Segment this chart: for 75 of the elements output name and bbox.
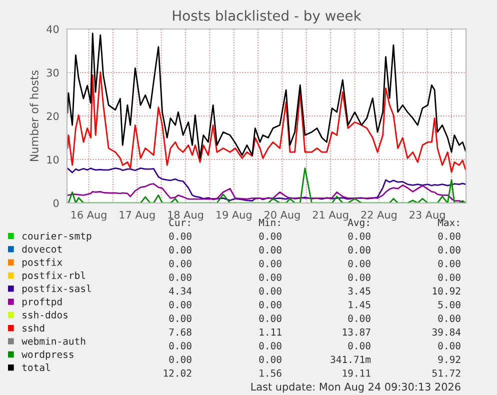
- x-tick-label: 21 Aug: [312, 210, 348, 221]
- y-tick-label: 30: [46, 68, 59, 77]
- legend-label: sshd: [22, 324, 44, 332]
- text: 1.45: [348, 301, 370, 308]
- legend-label: wordpress: [22, 350, 74, 360]
- legend-label: ssh-ddos: [22, 310, 68, 319]
- text: 0.00: [438, 342, 460, 350]
- text: 10.92: [432, 287, 460, 295]
- text: 0.00: [348, 342, 370, 350]
- text: 0.00: [348, 260, 370, 268]
- y-tick-label: 0: [53, 199, 59, 208]
- text: 0.00: [259, 287, 282, 295]
- text: 0.00: [259, 356, 282, 364]
- text: 0.00: [438, 274, 460, 281]
- text: 0.00: [169, 314, 192, 322]
- text: 3.45: [348, 287, 370, 295]
- text: 0.00: [259, 274, 282, 281]
- chart-title: Hosts blacklisted - by week: [173, 10, 362, 24]
- x-tick-label: 23 Aug: [410, 210, 445, 221]
- text: 39.84: [432, 328, 461, 336]
- text: 0.00: [259, 300, 282, 308]
- text: 0.00: [169, 300, 192, 308]
- text: Avg:: [348, 218, 369, 228]
- legend-label: webmin-auth: [22, 337, 86, 345]
- x-tick-label: 19 Aug: [216, 210, 252, 221]
- text: 1.56: [260, 369, 282, 377]
- line-series: [67, 32, 466, 159]
- x-tick-label: 17 Aug: [120, 210, 155, 221]
- text: 0.00: [259, 260, 282, 268]
- y-axis-title: Number of hosts: [30, 70, 38, 161]
- text: 0.00: [169, 274, 192, 281]
- line-series: [67, 71, 466, 173]
- text: 9.92: [438, 356, 460, 364]
- text: 341.71m: [330, 356, 371, 364]
- legend-label: postfix: [22, 258, 62, 268]
- legend-label: total: [22, 364, 50, 372]
- text: 0.00: [438, 232, 460, 240]
- text: 0.00: [348, 314, 370, 322]
- text: 4.34: [169, 287, 192, 295]
- x-tick-label: 16 Aug: [71, 210, 106, 221]
- legend-label: courier-smtp: [22, 232, 92, 242]
- text: 0.00: [259, 314, 282, 322]
- text: 0.00: [438, 246, 460, 254]
- text: 5.00: [438, 300, 460, 308]
- text: 51.72: [432, 369, 460, 377]
- text: 0.00: [438, 314, 460, 322]
- text: Max:: [438, 218, 459, 226]
- text: 13.87: [342, 328, 370, 336]
- text: 0.00: [348, 246, 370, 254]
- y-tick-label: 40: [46, 25, 59, 34]
- text: 0.00: [169, 342, 192, 350]
- text: 0.00: [169, 356, 192, 364]
- legend-label: proftpd: [22, 298, 62, 308]
- text: 7.68: [169, 328, 192, 336]
- text: 0.00: [259, 246, 282, 254]
- legend-label: postfix-rbl: [22, 271, 86, 281]
- text: Min:: [258, 218, 280, 226]
- text: 0.00: [438, 260, 460, 268]
- text: Cur:: [169, 218, 190, 226]
- legend-label: postfix-sasl: [22, 284, 91, 294]
- text: 0.00: [259, 232, 282, 240]
- text: 19.11: [342, 369, 370, 377]
- text: 1.11: [260, 328, 282, 336]
- text: 0.00: [259, 342, 282, 350]
- x-tick-label: 22 Aug: [361, 210, 396, 221]
- text: 0.00: [169, 232, 192, 240]
- y-tick-label: 20: [46, 112, 59, 120]
- text: 0.00: [348, 232, 370, 240]
- text: 12.02: [164, 369, 192, 377]
- y-tick-label: 10: [47, 156, 59, 164]
- text: Last update: Mon Aug 24 09:30:13 2026: [251, 382, 460, 393]
- legend-label: dovecot: [22, 245, 62, 253]
- text: 0.00: [169, 246, 192, 254]
- text: 0.00: [169, 260, 192, 268]
- text: 0.00: [348, 274, 370, 281]
